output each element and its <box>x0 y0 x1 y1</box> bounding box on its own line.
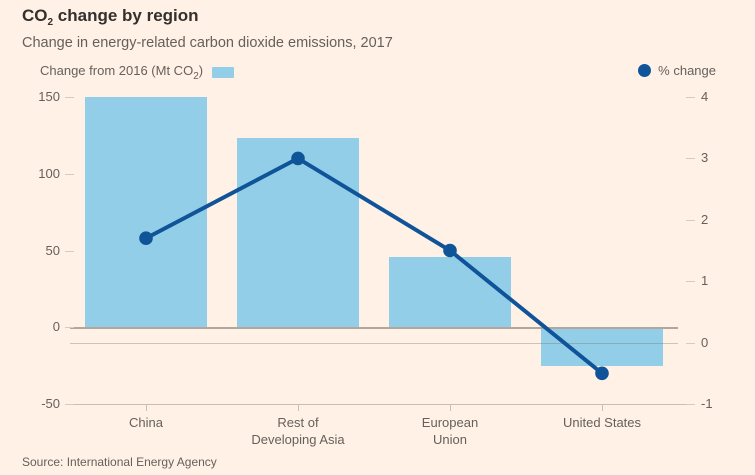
category-label: China <box>129 415 163 430</box>
chart-title: CO2 change by region <box>22 6 199 28</box>
bar <box>541 327 663 366</box>
category-label: United States <box>562 415 642 430</box>
category-tick <box>601 404 603 411</box>
legend-line-label: % change <box>658 63 716 78</box>
category-tick <box>145 404 147 411</box>
line-series <box>139 151 609 381</box>
bar <box>85 97 207 328</box>
y-axis-left-tick-label: -50 <box>41 396 60 411</box>
y-axis-right-tick-dash <box>686 220 695 221</box>
y-axis-left-tick-label: 0 <box>52 319 60 335</box>
pct-change-point <box>595 366 609 381</box>
y-axis-left-tick-label: 100 <box>38 165 60 181</box>
y-axis-right-tick-label: 3 <box>701 150 709 166</box>
x-axis-line <box>70 404 695 405</box>
y-axis-right-tick-label: 1 <box>701 273 709 289</box>
y-axis-right-tick-label: 0 <box>701 334 709 350</box>
legend-bars: Change from 2016 (Mt CO2) <box>40 63 235 82</box>
pct-change-point <box>291 151 305 166</box>
y-axis-left-tick-label: 150 <box>38 89 60 104</box>
y-axis-left-tick-dash <box>65 97 74 98</box>
bar-series-swatch-icon <box>212 67 235 78</box>
y-axis-right-tick-dash <box>686 158 695 159</box>
pct-change-point <box>443 243 457 258</box>
category-tick <box>449 404 451 411</box>
line-series-dot-icon <box>638 64 652 77</box>
legend-bars-label: Change from 2016 (Mt CO2) <box>40 63 204 82</box>
legend-line: % change <box>638 63 716 78</box>
y-axis-right-tick-dash <box>686 281 695 282</box>
chart-subtitle: Change in energy-related carbon dioxide … <box>22 35 393 51</box>
category-label: European Union <box>421 415 479 447</box>
pct-change-line <box>145 156 604 375</box>
y-axis-left-tick-dash <box>65 251 74 252</box>
category-label: Rest of Developing Asia <box>251 415 345 447</box>
y-axis-right-tick-label: 4 <box>701 89 709 104</box>
y-axis-left-tick-dash <box>65 174 74 175</box>
y-axis-left-tick-dash <box>65 327 74 328</box>
category-tick <box>297 404 299 411</box>
bar <box>389 256 511 328</box>
y-axis-left-tick-label: 50 <box>45 242 60 258</box>
right-axis-zero-line <box>70 343 678 344</box>
y-axis-right-tick-dash <box>686 97 695 98</box>
y-axis-right-tick-label: 2 <box>701 211 709 227</box>
left-axis-zero-line <box>70 327 678 329</box>
bar <box>237 138 359 328</box>
pct-change-point <box>139 231 153 246</box>
y-axis-right-tick-dash <box>686 343 695 344</box>
y-axis-right-tick-dash <box>686 404 695 405</box>
source-note: Source: International Energy Agency <box>22 455 217 469</box>
y-axis-left-tick-dash <box>65 404 74 405</box>
y-axis-right-tick-label: -1 <box>701 396 713 411</box>
